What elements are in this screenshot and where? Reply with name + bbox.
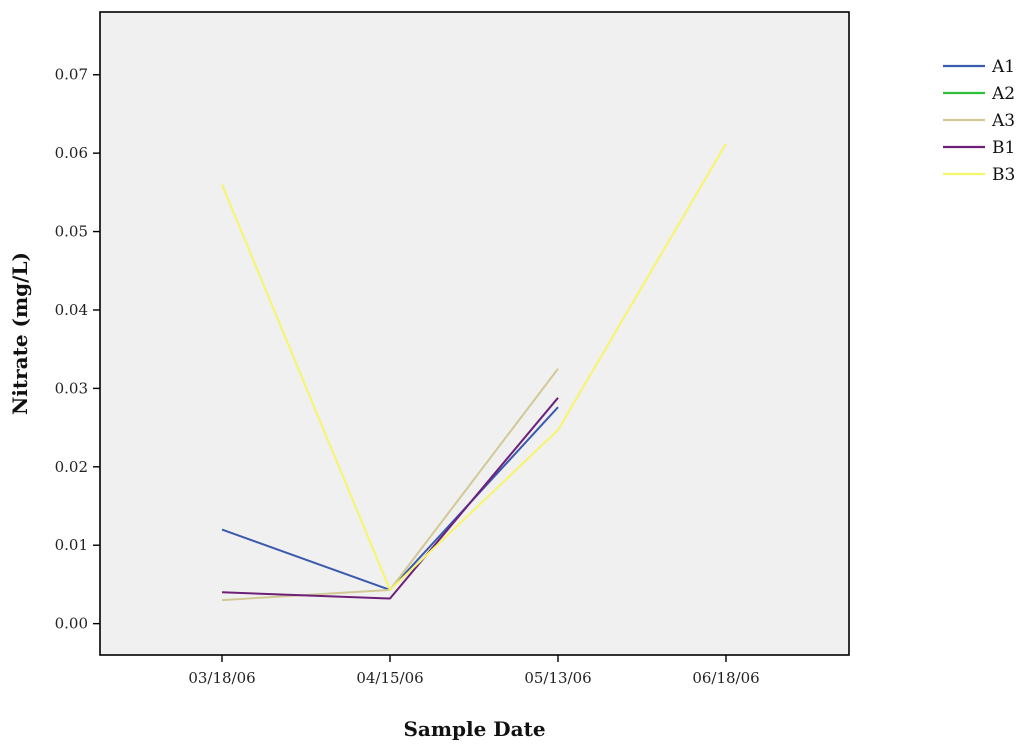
- legend-label: A3: [991, 111, 1015, 131]
- y-tick-label: 0.07: [55, 66, 88, 84]
- legend-label: B3: [992, 165, 1015, 185]
- y-tick-label: 0.00: [55, 615, 88, 633]
- x-tick-label: 04/15/06: [356, 669, 423, 687]
- series-line-b1: [221, 397, 559, 600]
- x-tick-label: 03/18/06: [188, 669, 255, 687]
- y-tick-label: 0.04: [55, 301, 88, 319]
- legend-label: A1: [991, 57, 1015, 77]
- x-tick-label: 06/18/06: [692, 669, 759, 687]
- x-axis: 03/18/06 04/15/06 05/13/06 06/18/06: [188, 655, 760, 687]
- y-tick-label: 0.03: [55, 379, 88, 397]
- legend-label: B1: [992, 138, 1015, 158]
- y-axis: 0.00 0.01 0.02 0.03 0.04 0.05 0.06 0.07: [55, 66, 100, 633]
- series-layer: [221, 143, 727, 602]
- plot-area: [100, 12, 849, 655]
- x-tick-label: 05/13/06: [524, 669, 591, 687]
- legend-item-a3: A3: [943, 111, 1015, 131]
- y-axis-title: Nitrate (mg/L): [8, 252, 32, 415]
- y-tick-label: 0.02: [55, 458, 88, 476]
- legend-item-a2: A2: [943, 84, 1015, 104]
- x-axis-title: Sample Date: [403, 717, 545, 741]
- plot-frame: [99, 11, 850, 656]
- legend-item-a1: A1: [943, 57, 1015, 77]
- y-tick-label: 0.05: [55, 223, 88, 241]
- series-line-b3: [221, 143, 727, 591]
- legend-item-b1: B1: [943, 138, 1015, 158]
- legend-label: A2: [991, 84, 1015, 104]
- y-tick-label: 0.01: [55, 536, 88, 554]
- legend: A1 A2 A3 B1 B3: [943, 57, 1015, 185]
- legend-item-b3: B3: [943, 165, 1015, 185]
- y-tick-label: 0.06: [55, 144, 88, 162]
